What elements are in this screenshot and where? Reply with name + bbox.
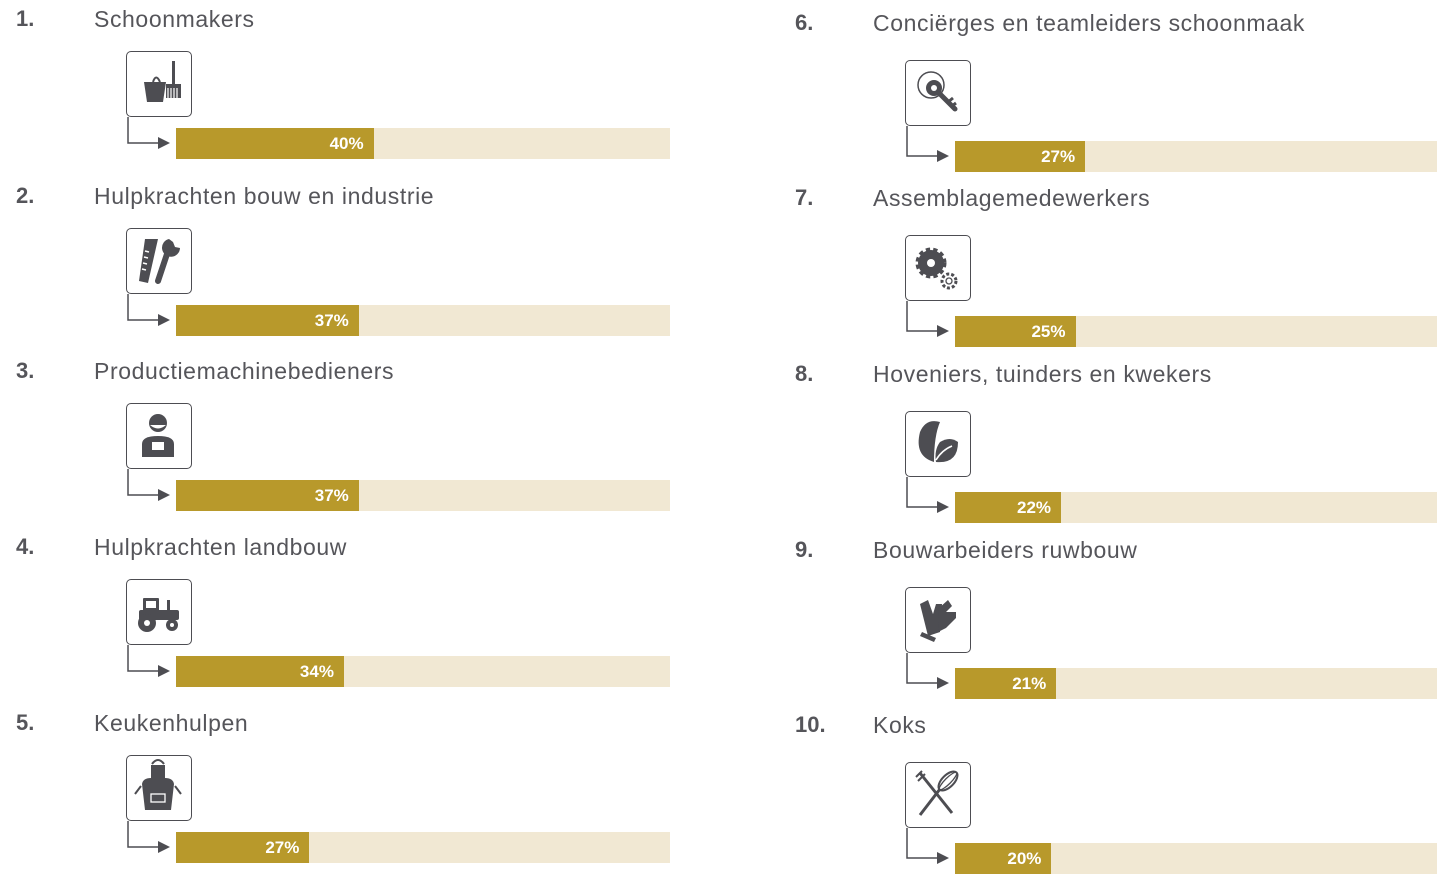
leaves-icon <box>905 411 971 477</box>
chart-item: 9. Bouwarbeiders ruwbouw 21% <box>795 537 1437 713</box>
bar-value-label: 27% <box>1041 147 1076 166</box>
occupation-label: Hulpkrachten landbouw <box>94 534 347 560</box>
gloves-icon <box>905 587 971 653</box>
occupation-label: Assemblagemedewerkers <box>873 185 1151 211</box>
bar-track: 37% <box>176 480 670 511</box>
bar-track: 37% <box>176 305 670 336</box>
rank-number: 7. <box>795 185 814 210</box>
rank-number: 2. <box>16 183 35 208</box>
bar-track: 21% <box>955 668 1437 699</box>
fork-whisk-icon <box>905 762 971 828</box>
bar-track: 20% <box>955 843 1437 874</box>
bar-value-label: 37% <box>314 311 349 330</box>
connector-arrow <box>127 821 170 853</box>
occupation-label: Conciërges en teamleiders schoonmaak <box>873 10 1305 36</box>
rank-number: 10. <box>795 712 826 737</box>
chart-item: 5. Keukenhulpen 27% <box>16 710 670 886</box>
occupation-label: Hoveniers, tuinders en kwekers <box>873 361 1212 387</box>
bar-track: 22% <box>955 492 1437 523</box>
connector-arrow <box>906 301 949 337</box>
bar-fill: 37% <box>176 305 359 336</box>
key-icon <box>905 60 971 126</box>
bar-track: 27% <box>955 141 1437 172</box>
chart-item: 10. Koks 20% <box>795 712 1437 888</box>
connector-arrow <box>906 828 949 864</box>
chart-item: 2. Hulpkrachten bouw en industrie 37% <box>16 183 670 359</box>
rank-number: 1. <box>16 6 35 31</box>
bar-fill: 27% <box>955 141 1086 172</box>
connector-arrow <box>906 477 949 513</box>
connector-arrow <box>127 117 170 149</box>
occupation-label: Hulpkrachten bouw en industrie <box>94 183 435 209</box>
bar-fill: 40% <box>176 128 374 159</box>
chart-item: 8. Hoveniers, tuinders en kwekers 22% <box>795 361 1437 537</box>
bar-track: 34% <box>176 656 670 687</box>
bar-fill: 34% <box>176 656 344 687</box>
bar-track: 25% <box>955 316 1437 347</box>
bar-value-label: 20% <box>1007 849 1042 868</box>
occupation-label: Keukenhulpen <box>94 710 249 736</box>
bar-value-label: 34% <box>299 662 334 681</box>
bar-value-label: 22% <box>1017 498 1052 517</box>
connector-arrow <box>127 645 170 677</box>
gears-icon <box>905 235 971 301</box>
connector-arrow <box>127 294 170 326</box>
bar-value-label: 37% <box>314 486 349 505</box>
connector-arrow <box>906 653 949 689</box>
bar-track: 40% <box>176 128 670 159</box>
occupation-label: Koks <box>873 712 927 738</box>
chart-item: 1. Schoonmakers 40% <box>16 6 670 182</box>
bar-value-label: 27% <box>265 838 300 857</box>
occupation-label: Schoonmakers <box>94 6 255 32</box>
bar-value-label: 25% <box>1031 322 1066 341</box>
bar-fill: 20% <box>955 843 1052 874</box>
chart-item: 7. Assemblagemedewerkers 25% <box>795 185 1437 361</box>
rank-number: 4. <box>16 534 35 559</box>
bar-value-label: 21% <box>1012 674 1047 693</box>
bar-fill: 21% <box>955 668 1057 699</box>
connector-arrow <box>906 126 949 162</box>
bar-fill: 27% <box>176 832 310 863</box>
rank-number: 9. <box>795 537 814 562</box>
tractor-icon <box>126 579 192 645</box>
rank-number: 6. <box>795 10 814 35</box>
rank-number: 5. <box>16 710 35 735</box>
chart-item: 4. Hulpkrachten landbouw 34% <box>16 534 670 710</box>
bar-fill: 22% <box>955 492 1062 523</box>
bar-fill: 37% <box>176 480 359 511</box>
rank-number: 8. <box>795 361 814 386</box>
bar-value-label: 40% <box>329 134 364 153</box>
worker-icon <box>126 403 192 469</box>
connector-arrow <box>127 469 170 501</box>
bucket-broom-icon <box>126 51 192 117</box>
chart-item: 6. Conciërges en teamleiders schoonmaak 27… <box>795 10 1437 186</box>
bar-track: 27% <box>176 832 670 863</box>
occupation-label: Productiemachinebedieners <box>94 358 395 384</box>
saw-wrench-icon <box>126 228 192 294</box>
bar-fill: 25% <box>955 316 1076 347</box>
chart-item: 3. Productiemachinebedieners 37% <box>16 358 670 534</box>
apron-icon <box>126 755 192 821</box>
occupation-label: Bouwarbeiders ruwbouw <box>873 537 1138 563</box>
rank-number: 3. <box>16 358 35 383</box>
